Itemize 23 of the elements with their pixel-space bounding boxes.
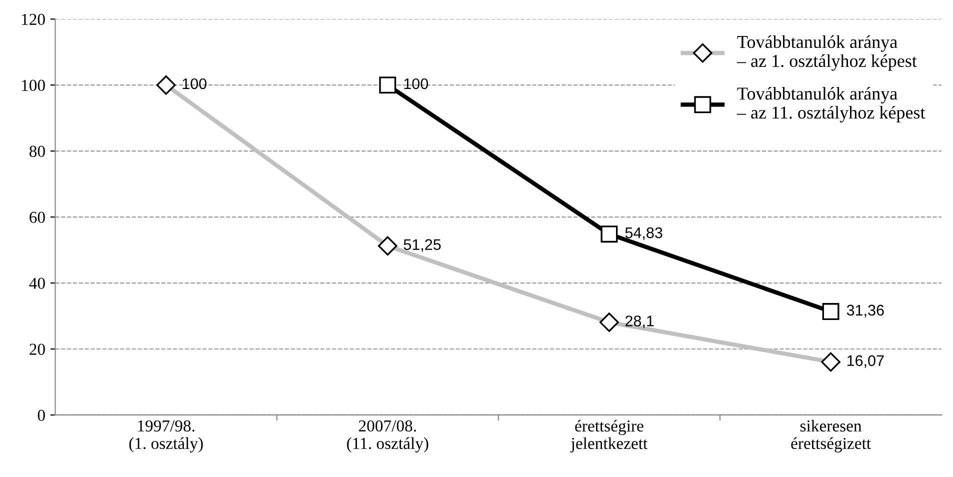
y-tick-label: 80 xyxy=(30,146,45,157)
data-label: 100 xyxy=(182,78,206,90)
data-label: 100 xyxy=(404,78,428,90)
data-label: 16,07 xyxy=(847,355,884,368)
y-tick-label: 60 xyxy=(30,212,45,223)
x-tick-label: 2007/08. (11. osztály) xyxy=(347,420,428,452)
point xyxy=(379,76,396,94)
data-label: 31,36 xyxy=(846,304,884,318)
x-tick-label: érettségire jelentkezett xyxy=(570,420,648,452)
legend-label: Továbbtanulók aránya – az 1. osztályhoz képest xyxy=(736,35,917,71)
legend-label: Továbbtanulók aránya – az 11. osztályhoz képest xyxy=(736,86,926,122)
y-tick-label: 120 xyxy=(22,14,45,26)
y-tick-label: 100 xyxy=(22,80,45,92)
y-tick-label: 40 xyxy=(29,278,45,289)
x-tick-label: sikeresen érettségizett xyxy=(791,420,871,452)
point xyxy=(822,303,840,320)
point xyxy=(600,226,618,243)
y-tick-label: 0 xyxy=(38,410,45,421)
x-tick-label: 1997/98. (1. osztály) xyxy=(129,420,203,452)
data-label: 28,1 xyxy=(625,316,654,328)
data-label: 54,83 xyxy=(625,227,662,240)
data-label: 51,25 xyxy=(404,239,441,252)
y-tick-label: 20 xyxy=(30,344,45,355)
